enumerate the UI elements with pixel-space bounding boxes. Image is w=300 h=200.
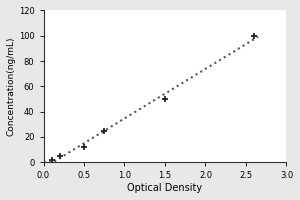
X-axis label: Optical Density: Optical Density (128, 183, 202, 193)
Y-axis label: Concentration(ng/mL): Concentration(ng/mL) (7, 37, 16, 136)
